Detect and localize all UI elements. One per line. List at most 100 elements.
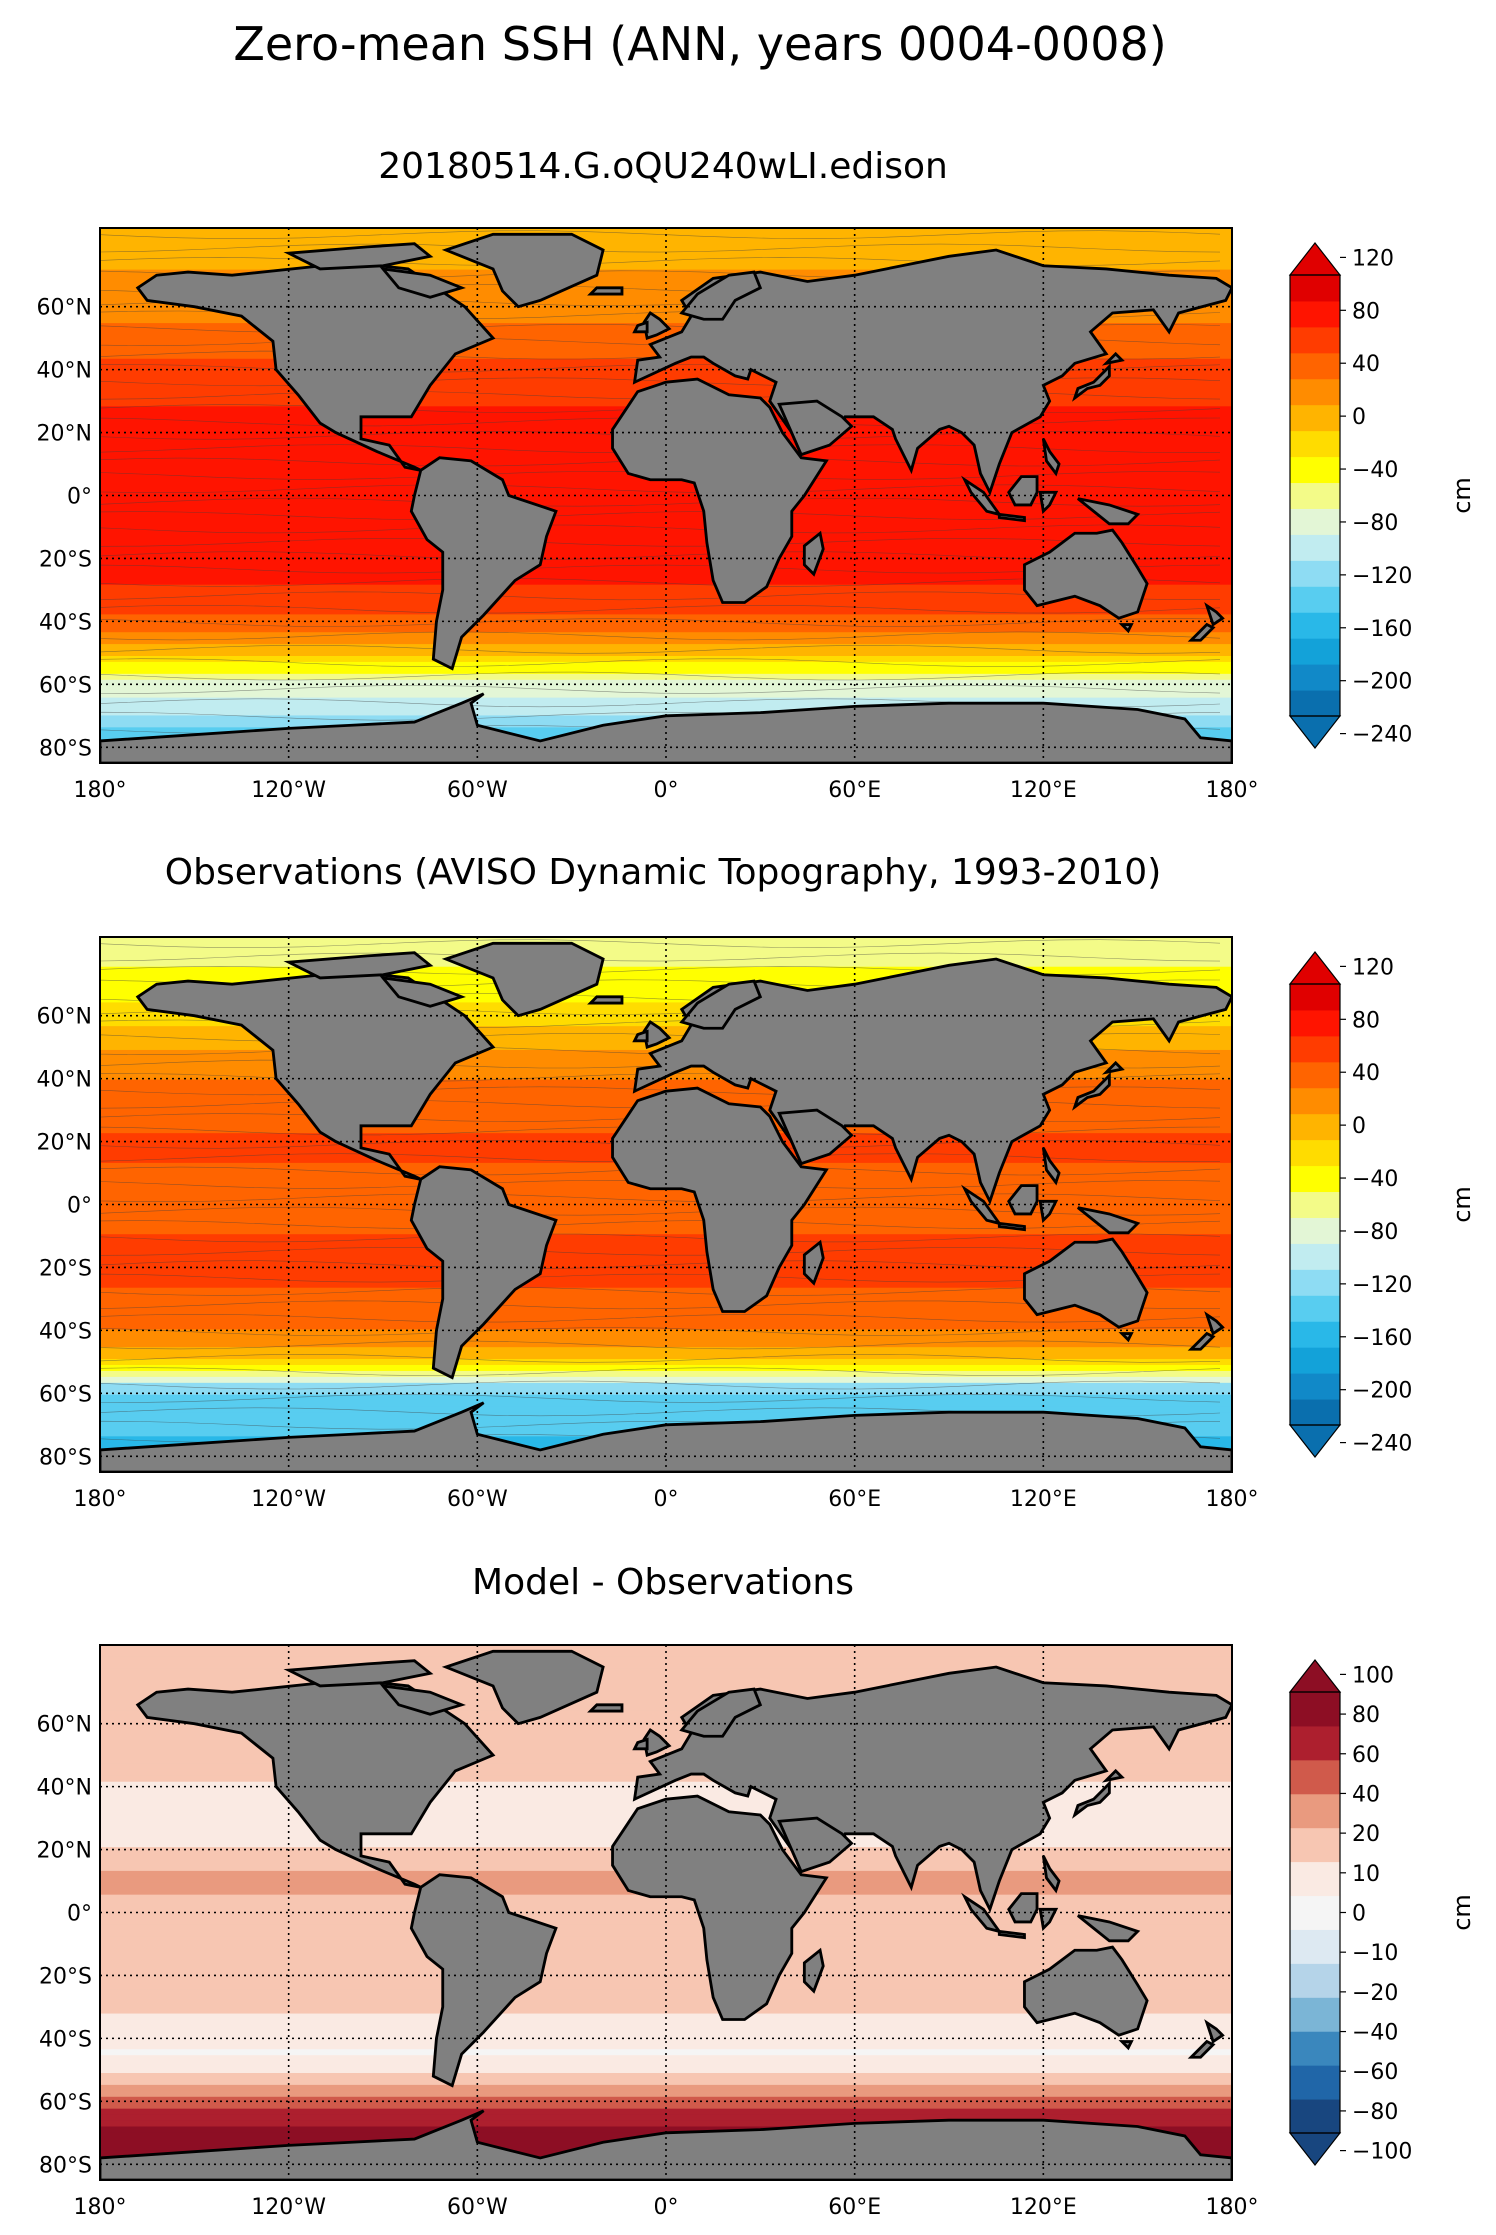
- lat-tick-label: 40°S: [39, 610, 92, 635]
- lat-tick-label: 20°S: [39, 1256, 92, 1281]
- colorbar-segment: [1290, 1895, 1340, 1930]
- colorbar-segment: [1290, 1373, 1340, 1400]
- field-band: [100, 233, 1232, 241]
- lon-tick-label: 60°W: [447, 1487, 508, 1512]
- colorbar-segment: [1290, 456, 1340, 484]
- colorbar-tick-label: −160: [1352, 1326, 1412, 1351]
- colorbar-tick-label: 80: [1352, 1008, 1380, 1033]
- colorbar-segment: [1290, 1399, 1340, 1426]
- field-band: [100, 1645, 1232, 1652]
- colorbar-segment: [1290, 1827, 1340, 1863]
- colorbar-segment: [1290, 612, 1340, 639]
- field-band: [100, 1388, 1232, 1396]
- field-band: [100, 978, 1232, 986]
- field-band: [100, 685, 1232, 693]
- field-band: [100, 2019, 1232, 2027]
- lon-tick-label: 180°: [74, 778, 127, 803]
- colorbar-segment: [1290, 2099, 1340, 2134]
- lon-tick-label: 60°E: [828, 1487, 881, 1512]
- field-band: [100, 1323, 1232, 1330]
- field-band: [100, 1722, 1232, 1729]
- field-band: [100, 1734, 1232, 1741]
- colorbar-segment: [1290, 1295, 1340, 1322]
- colorbar-segment: [1290, 690, 1340, 717]
- colorbar-tick-label: 0: [1352, 405, 1366, 430]
- contour-line: [100, 1220, 1221, 1229]
- lat-tick-label: 0°: [67, 1194, 92, 1219]
- field-band: [100, 644, 1232, 651]
- field-band: [100, 638, 1232, 645]
- lon-tick-label: 60°W: [447, 2195, 508, 2220]
- contour-line: [100, 1394, 1221, 1403]
- field-band: [100, 990, 1232, 998]
- contour-line: [100, 939, 1221, 948]
- colorbar-unit-label: cm: [1448, 1186, 1476, 1223]
- contour-line: [100, 230, 1221, 239]
- lat-tick-label: 20°N: [37, 1131, 92, 1156]
- field-band: [100, 1686, 1232, 1694]
- lon-tick-label: 60°E: [828, 778, 881, 803]
- field-band: [100, 251, 1232, 259]
- colorbar-tick-label: −120: [1352, 1273, 1412, 1298]
- field-band: [100, 1038, 1232, 1045]
- lon-tick-label: 120°W: [251, 1487, 326, 1512]
- lat-tick-label: 20°S: [39, 547, 92, 572]
- field-band: [100, 966, 1232, 974]
- lat-tick-label: 60°N: [37, 1005, 92, 1030]
- field-band: [100, 2049, 1232, 2056]
- lat-tick-label: 40°N: [37, 1776, 92, 1801]
- colorbar-segment: [1290, 1165, 1340, 1193]
- field-band: [100, 305, 1232, 312]
- field-band: [100, 679, 1232, 687]
- colorbar-segment: [1290, 508, 1340, 535]
- contour-line: [100, 1353, 1221, 1363]
- colorbar-segment: [1290, 586, 1340, 613]
- colorbar-tick-label: −100: [1352, 2140, 1412, 2165]
- field-band: [100, 1400, 1232, 1408]
- colorbar-tick-label: −80: [1352, 511, 1398, 536]
- field-band: [100, 703, 1232, 711]
- colorbar-segment: [1290, 352, 1340, 380]
- contour-line: [100, 644, 1221, 654]
- colorbar-segment: [1290, 1692, 1340, 1727]
- colorbar-segment: [1290, 1759, 1340, 1795]
- lon-tick-label: 180°: [1206, 778, 1259, 803]
- field-band: [100, 578, 1232, 586]
- field-band: [100, 1014, 1232, 1021]
- colorbar-segment: [1290, 664, 1340, 691]
- colorbar-segment: [1290, 2031, 1340, 2066]
- colorbar-tick-label: 40: [1352, 352, 1380, 377]
- map-panel-observations: 180° 120°W 60°W 0° 60°E 120°E 180° 60°N 40°N 20°N…: [37, 936, 1259, 1512]
- colorbar-segment: [1290, 300, 1340, 328]
- field-band: [100, 2067, 1232, 2074]
- field-band: [100, 602, 1232, 610]
- colorbar-tick-label: −120: [1352, 564, 1412, 589]
- lon-tick-label: 180°: [1206, 2195, 1259, 2220]
- lon-tick-label: 60°E: [828, 2195, 881, 2220]
- field-band: [100, 2096, 1232, 2104]
- contour-line: [100, 1367, 1221, 1376]
- lat-tick-label: 20°N: [37, 422, 92, 447]
- field-band: [100, 1370, 1232, 1378]
- field-band: [100, 1668, 1232, 1676]
- colorbar-segment: [1290, 1009, 1340, 1037]
- lat-tick-label: 80°S: [39, 1445, 92, 1470]
- colorbar-extend-max: [1288, 1659, 1342, 1693]
- field-band: [100, 960, 1232, 968]
- contour-line: [100, 952, 1221, 962]
- field-band: [100, 1353, 1232, 1360]
- field-band: [100, 228, 1232, 235]
- colorbar-tick-label: 120: [1352, 246, 1394, 271]
- lat-tick-label: 20°N: [37, 1839, 92, 1864]
- field-band: [100, 2114, 1232, 2122]
- field-band: [100, 275, 1232, 283]
- lat-tick-label: 60°S: [39, 1382, 92, 1407]
- colorbar-model: 120 80 40 0 −40 −80 −120 −160 −200 −240 cm: [1288, 242, 1476, 749]
- contour-line: [100, 618, 1221, 627]
- field-band: [100, 584, 1232, 592]
- colorbar-extend-min: [1288, 2132, 1342, 2166]
- contour-line: [100, 511, 1221, 520]
- colorbar-tick-label: 120: [1352, 955, 1394, 980]
- lon-tick-label: 120°W: [251, 2195, 326, 2220]
